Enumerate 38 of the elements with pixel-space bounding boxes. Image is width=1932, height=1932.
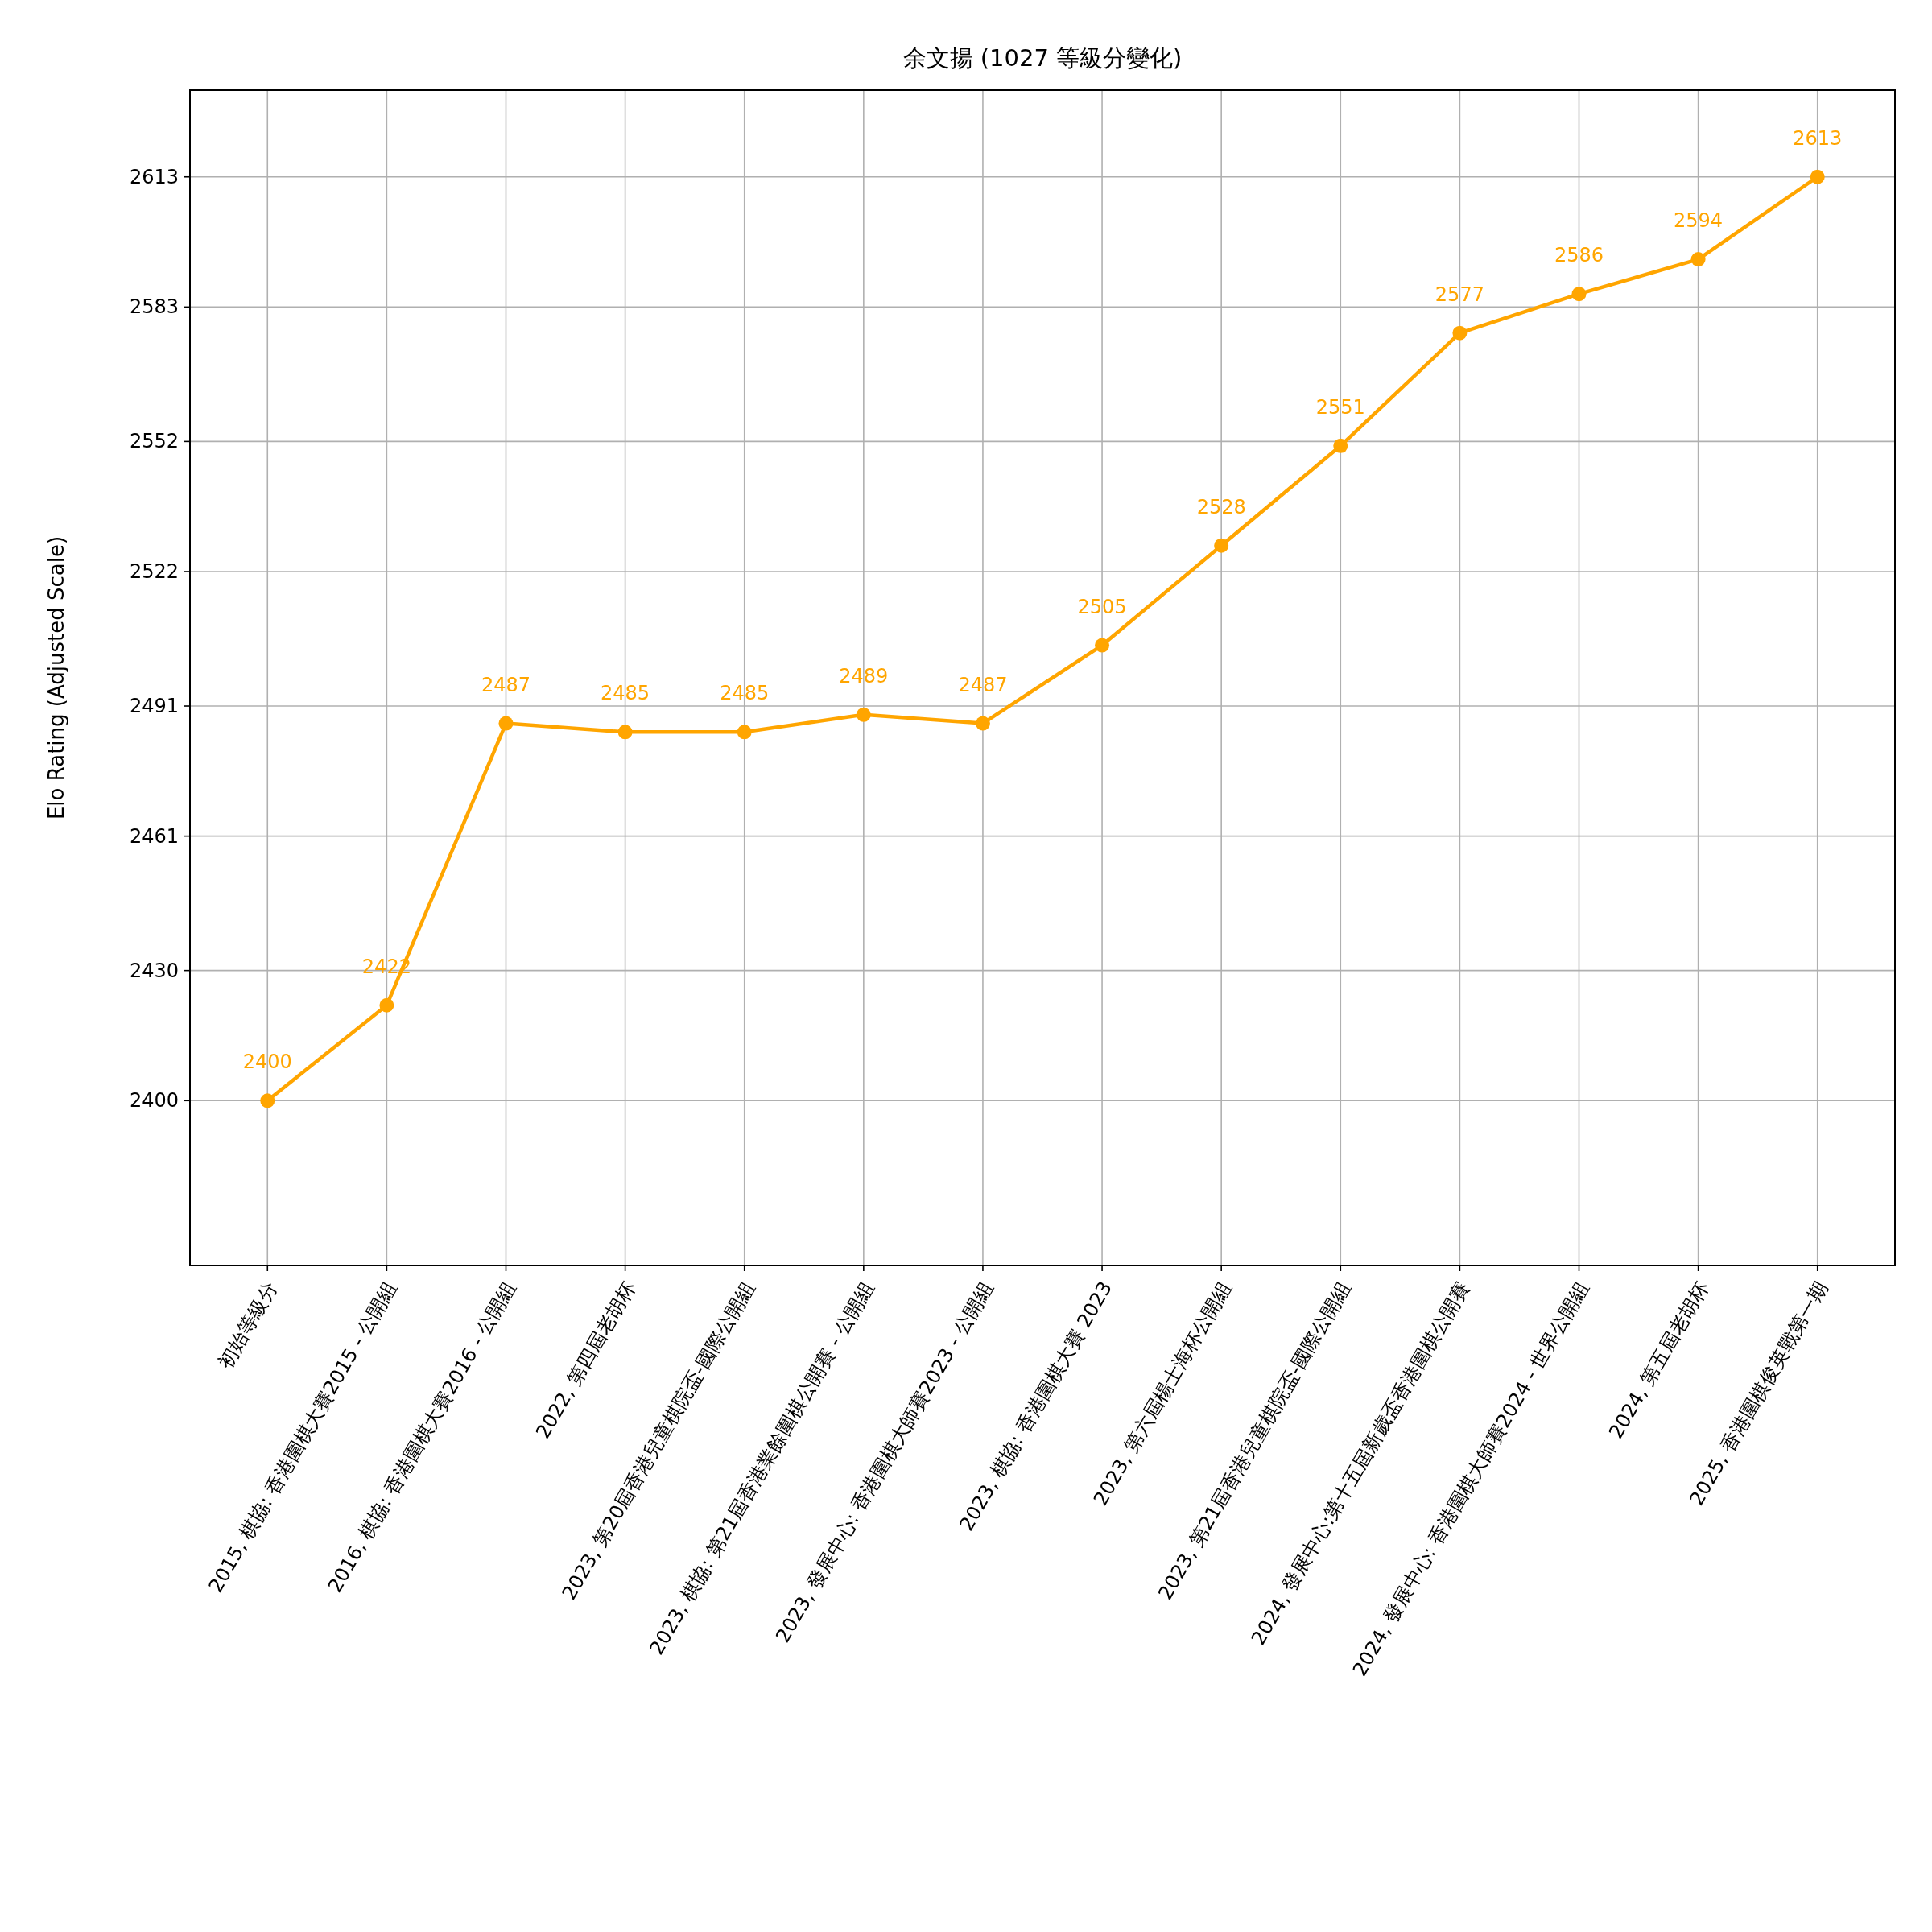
data-label: 2485 [601, 682, 650, 705]
x-tick-label: 初始等級分 [214, 1278, 283, 1373]
y-tick-label: 2552 [129, 430, 179, 453]
y-tick-label: 2522 [129, 560, 179, 584]
data-label: 2505 [1077, 595, 1127, 618]
data-label: 2489 [839, 664, 889, 687]
point [260, 1093, 275, 1108]
data-label: 2594 [1674, 209, 1724, 233]
point [975, 716, 990, 731]
data-label: 2487 [958, 673, 1008, 696]
data-label: 2586 [1554, 244, 1604, 267]
data-label: 2551 [1315, 395, 1365, 419]
data-label: 2485 [720, 682, 770, 705]
y-tick-label: 2400 [129, 1089, 179, 1113]
point [1810, 169, 1825, 184]
data-label: 2528 [1196, 495, 1246, 518]
data-label: 2400 [242, 1051, 292, 1074]
data-label: 2577 [1435, 283, 1484, 306]
point [498, 716, 514, 731]
point [1571, 287, 1587, 302]
y-tick-label: 2461 [129, 824, 179, 848]
data-label: 2613 [1793, 126, 1843, 150]
point [1333, 438, 1348, 453]
y-tick-label: 2430 [129, 959, 179, 982]
point [1690, 252, 1706, 267]
y-tick-label: 2583 [129, 295, 179, 319]
point [856, 707, 871, 722]
point [617, 724, 633, 740]
point [1095, 638, 1110, 653]
y-tick-label: 2491 [129, 695, 179, 718]
point [737, 724, 752, 740]
point [379, 997, 394, 1013]
data-label: 2487 [481, 673, 531, 696]
point [1214, 538, 1229, 553]
y-tick-label: 2613 [129, 165, 179, 188]
chart-title: 余文揚 (1027 等級分變化) [902, 44, 1183, 72]
y-axis-title: Elo Rating (Adjusted Scale) [44, 535, 68, 820]
point [1452, 325, 1468, 341]
